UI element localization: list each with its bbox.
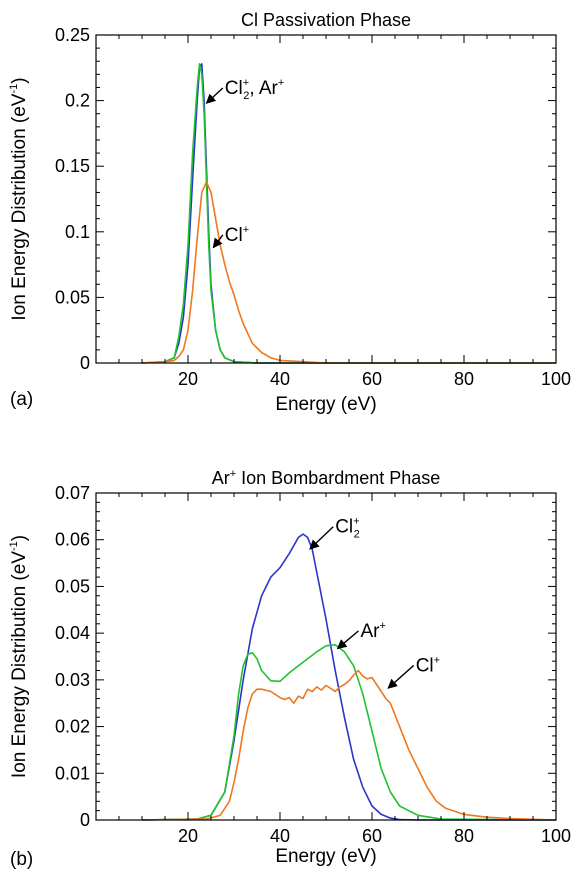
y-tick-label: 0.05 [55,287,90,307]
plot-frame [95,492,557,821]
series-line-2 [141,643,557,821]
y-tick-label: 0 [80,810,90,830]
annotation-arrow [336,630,359,650]
y-axis-label: Ion Energy Distribution (eV-1) [8,535,30,778]
x-axis-label: Energy (eV) [275,394,376,415]
annotation-label: Ar+ [361,620,386,642]
y-tick-label: 0.1 [65,222,90,242]
y-tick-label: 0.15 [55,156,90,176]
annotation-label: Cl+ [225,224,249,246]
x-tick-label: 20 [178,826,198,846]
chart-title: Ar+ Ion Bombardment Phase [212,468,441,488]
x-axis-label: Energy (eV) [275,846,376,867]
x-tick-label: 20 [178,369,198,389]
y-tick-label: 0.2 [65,91,90,111]
y-tick-label: 0.05 [55,576,90,596]
annotation-label: Cl+ 2, Ar+ [225,77,284,102]
x-tick-label: 100 [541,826,571,846]
y-tick-label: 0.25 [55,25,90,45]
annotation-arrow [205,87,224,104]
y-tick-label: 0.03 [55,670,90,690]
y-tick-label: 0.01 [55,763,90,783]
annotation-arrow [309,526,334,550]
y-tick-label: 0.04 [55,623,90,643]
y-tick-label: 0.02 [55,717,90,737]
x-tick-label: 60 [362,369,382,389]
y-axis-label: Ion Energy Distribution (eV-1) [8,77,30,320]
series-line-1 [141,533,556,821]
y-tick-label: 0.07 [55,483,90,503]
series-line-3 [141,181,556,364]
x-tick-label: 100 [541,369,571,389]
x-tick-label: 60 [362,826,382,846]
panel-label: (b) [10,849,33,870]
chart-title: Cl Passivation Phase [241,10,411,30]
annotation-label: Cl+ 2 [335,516,360,541]
x-tick-label: 80 [454,369,474,389]
plot-frame [95,34,557,364]
x-tick-label: 40 [270,369,290,389]
annotation-arrow [212,234,224,249]
x-tick-label: 40 [270,826,290,846]
annotation-label: Cl+ [416,654,440,676]
annotation-arrow [387,664,415,689]
series-line-3 [141,669,557,821]
y-tick-label: 0 [80,353,90,373]
panel-label: (a) [10,389,33,410]
y-tick-label: 0.06 [55,530,90,550]
x-tick-label: 80 [454,826,474,846]
series-line-2 [141,63,556,364]
